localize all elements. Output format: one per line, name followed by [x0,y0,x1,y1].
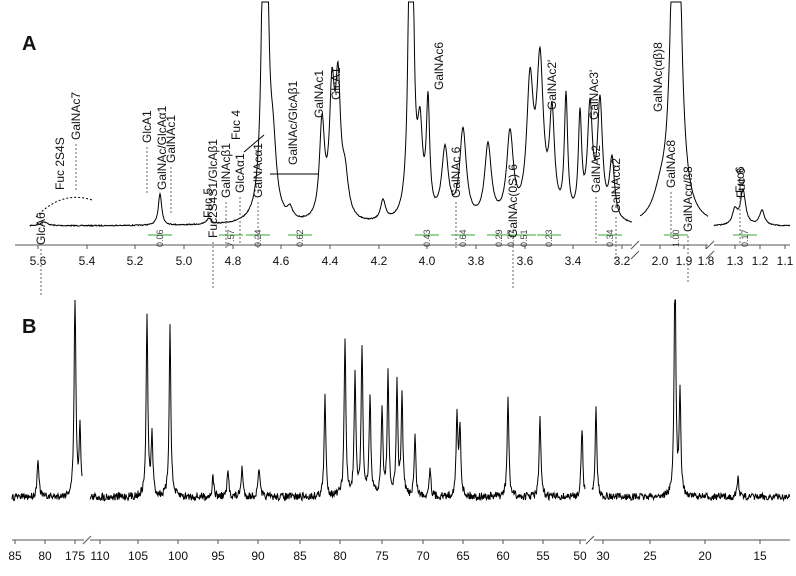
integral-value: 0.51 [519,229,529,247]
x-tick-label: 90 [251,549,265,563]
peak-label: Fuc 4 [229,110,243,140]
x-tick-label: 4.6 [273,254,290,268]
integral-value: 0.43 [422,229,432,247]
spectrum [11,299,83,502]
x-tick-label: 4.0 [419,254,436,268]
peak-label: GalNAc 6 [449,146,463,198]
peak-label: GalNAc(αβ)8 [651,42,665,112]
integral-value: 0.17 [740,229,750,247]
x-tick-label: 4.4 [322,254,339,268]
integral-value: 1.00 [671,229,681,247]
x-tick-label: 60 [496,549,510,563]
spectrum [29,1,633,228]
integral-value: 0.23 [544,229,554,247]
x-tick-label: 3.6 [517,254,534,268]
x-tick-label: 50 [573,549,587,563]
x-tick-label: 15 [753,549,767,563]
peak-label: GalNAcβ1 [219,143,233,198]
peak-label: GalNAc6 [432,42,446,90]
spectrum [639,1,709,217]
integral-value: 0.37 [506,229,516,247]
peak-label: Fuc 2S4S [53,137,67,190]
integral-value: 0.29 [494,229,504,247]
peak-label: GlcA6 [34,212,48,245]
x-tick-label: 25 [643,549,657,563]
x-tick-label: 95 [211,549,225,563]
x-tick-label: 5.6 [30,254,47,268]
integral-value: 0.62 [295,229,305,247]
axis-break [705,240,715,250]
peak-label: GalNAc8 [664,140,678,188]
spectrum [713,187,791,227]
axis-break [630,250,640,260]
x-tick-label: 1.9 [676,254,693,268]
x-tick-label: 3.8 [468,254,485,268]
x-tick-label: 85 [8,549,22,563]
x-tick-label: 105 [128,549,148,563]
spectrum [591,299,791,502]
peak-label: GalNAc(0S) 6 [506,164,520,238]
peak-label: GalNAc3' [587,70,601,120]
x-tick-label: 5.2 [127,254,144,268]
x-tick-label: 70 [416,549,430,563]
x-tick-label: 65 [456,549,470,563]
x-tick-label: 4.8 [225,254,242,268]
integral-value: 0.34 [605,229,615,247]
peak-label: Fuc6 [733,166,747,193]
x-tick-label: 75 [375,549,389,563]
x-tick-label: 30 [596,549,610,563]
panel-label: A [22,33,36,55]
axis-break [82,535,92,545]
axis-break [585,535,595,545]
peak-label: GlcA1 [329,67,343,100]
x-tick-label: 55 [536,549,550,563]
peak-label: Fuc 5 [201,188,215,218]
peak-label: GalNAc7 [69,92,83,140]
x-tick-label: 1.1 [777,254,794,268]
x-tick-label: 5.0 [176,254,193,268]
arrow [243,134,265,153]
peak-label: GlcAα1 [233,153,247,193]
drawing: 5.6 5.4 5.2 5.0 4.8 4.6 4.4 4.2 4.0 3.8 3.6 3.4 3.2 2… [8,1,794,563]
peak-label: GalNAcα/ß8 [681,166,695,232]
peak-label: GalNAc/GlcAα1 [155,105,169,190]
peak-label: Fuc 6 [734,168,748,198]
x-tick-label: 1.8 [698,254,715,268]
x-tick-label: 4.2 [371,254,388,268]
integral-value: 0.06 [155,229,165,247]
x-tick-label: 1.2 [752,254,769,268]
peak-label: GalNAc/GlcAβ1 [286,80,300,165]
panel-label: B [22,316,36,338]
peak-label: GalNAc1 [312,70,326,118]
x-tick-label: 3.2 [614,254,631,268]
x-tick-label: 2.0 [652,254,669,268]
peak-label: GlcA1 [140,110,154,143]
x-tick-label: 85 [293,549,307,563]
axis-break [705,250,715,260]
x-tick-label: 80 [38,549,52,563]
bracket [35,196,93,218]
axis-break [630,240,640,250]
peak-label: Fuc2S4S1/GlcAβ1 [206,139,220,238]
peak-label: GalNAc2' [545,60,559,110]
x-tick-label: 1.3 [727,254,744,268]
spectrum [89,313,586,503]
peak-label: GalNAc2 [589,145,603,193]
x-tick-label: 80 [333,549,347,563]
x-tick-label: 5.4 [79,254,96,268]
x-tick-label: 110 [90,549,109,563]
integral-value: 7.57 [226,229,236,247]
integral-value: 0.64 [458,229,468,247]
x-tick-label: 100 [168,549,188,563]
x-tick-label: 20 [698,549,712,563]
x-tick-label: 3.4 [565,254,582,268]
x-tick-label: 175 [65,549,85,563]
peak-label: GalNAcα1 [251,143,265,198]
peak-label: GalNAcα2 [609,158,623,213]
peak-label: GalNAc1 [164,115,178,163]
